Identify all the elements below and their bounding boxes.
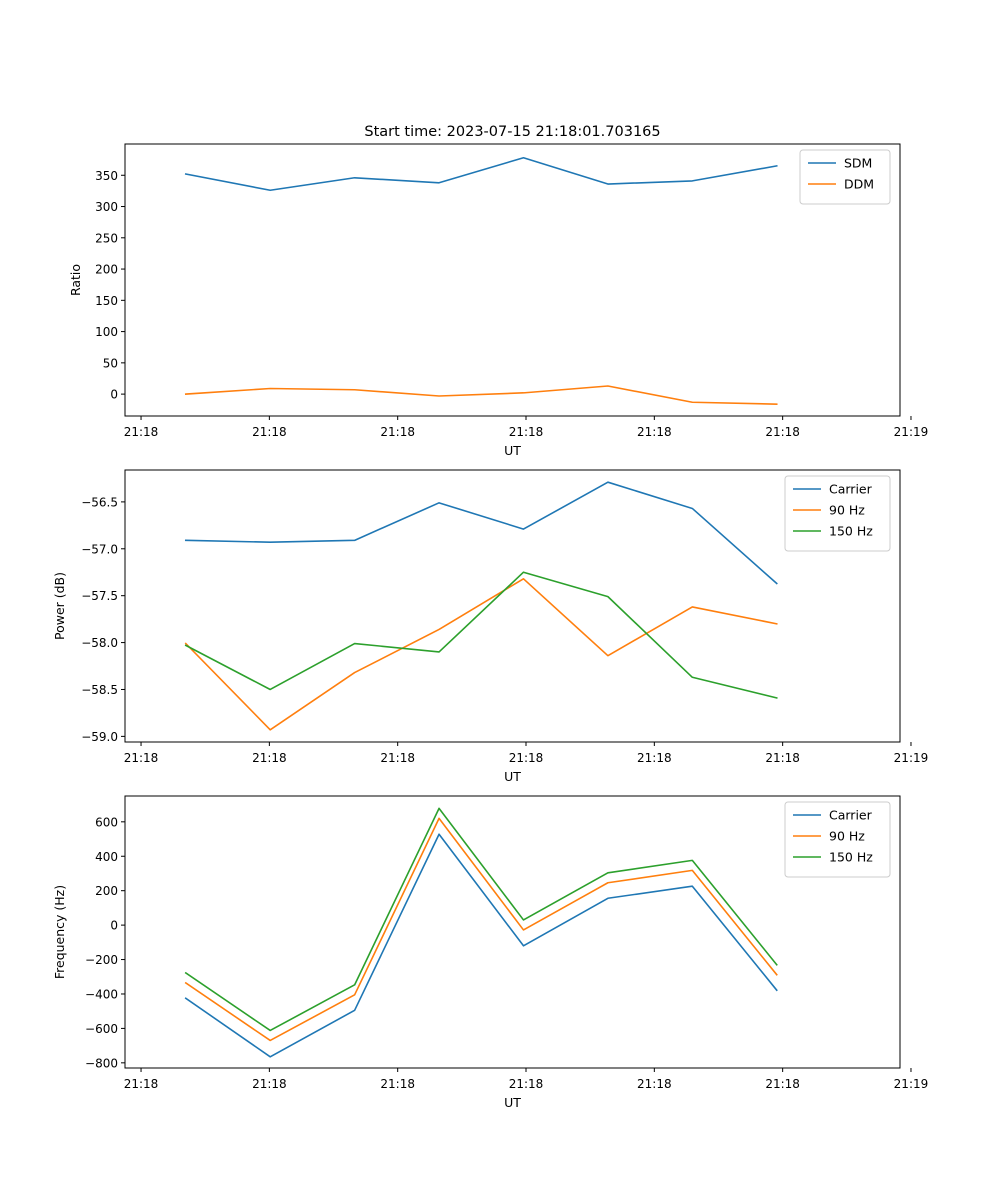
legend: SDM DDM bbox=[799, 149, 891, 205]
x-tick-label: 21:18 bbox=[380, 751, 415, 765]
legend-label: 90 Hz bbox=[829, 503, 865, 518]
y-tick-label: −600 bbox=[85, 1022, 118, 1036]
y-tick-label: −58.5 bbox=[81, 683, 118, 697]
x-tick-label: 21:18 bbox=[509, 425, 544, 439]
legend: Carrier 90 Hz 150 Hz bbox=[784, 475, 891, 552]
series-line-150-hz bbox=[184, 571, 778, 699]
axes-frame bbox=[124, 143, 901, 417]
x-tick-label: 21:18 bbox=[637, 1077, 672, 1091]
y-tick-label: −59.0 bbox=[81, 730, 118, 744]
y-tick-label: 200 bbox=[95, 263, 118, 277]
y-tick-label: 400 bbox=[95, 850, 118, 864]
series-line-90-hz bbox=[184, 817, 778, 1042]
legend-label: DDM bbox=[844, 177, 874, 192]
y-tick-label: −200 bbox=[85, 953, 118, 967]
series-line-150-hz bbox=[184, 807, 778, 1032]
x-tick-label: 21:18 bbox=[765, 425, 800, 439]
y-tick-label: 150 bbox=[95, 294, 118, 308]
x-axis-label: UT bbox=[504, 1095, 521, 1110]
legend-label: 150 Hz bbox=[829, 850, 873, 865]
x-tick-label: 21:19 bbox=[894, 751, 929, 765]
x-tick-label: 21:18 bbox=[124, 751, 159, 765]
legend-box bbox=[784, 475, 891, 552]
x-tick-label: 21:18 bbox=[252, 751, 287, 765]
panel-1: 21:18 21:18 21:18 21:18 21:18 21:18 21:19 0 50 10… bbox=[68, 143, 929, 458]
panels: 21:18 21:18 21:18 21:18 21:18 21:18 21:19 0 50 10… bbox=[52, 143, 929, 1110]
x-tick-label: 21:18 bbox=[124, 1077, 159, 1091]
x-tick-label: 21:18 bbox=[637, 751, 672, 765]
legend-label: Carrier bbox=[829, 808, 873, 823]
y-tick-label: 0 bbox=[110, 388, 118, 402]
series-line-carrier bbox=[184, 481, 778, 585]
panel-3: 21:18 21:18 21:18 21:18 21:18 21:18 21:19 −800 −… bbox=[52, 795, 929, 1110]
axes-frame bbox=[124, 469, 901, 743]
legend: Carrier 90 Hz 150 Hz bbox=[784, 801, 891, 878]
y-tick-label: 100 bbox=[95, 325, 118, 339]
legend-label: 90 Hz bbox=[829, 829, 865, 844]
y-tick-label: 200 bbox=[95, 884, 118, 898]
legend-box bbox=[784, 801, 891, 878]
x-tick-label: 21:18 bbox=[124, 425, 159, 439]
y-tick-label: 350 bbox=[95, 169, 118, 183]
y-tick-label: −56.5 bbox=[81, 495, 118, 509]
y-tick-label: 0 bbox=[110, 919, 118, 933]
x-tick-label: 21:18 bbox=[380, 1077, 415, 1091]
y-tick-label: 600 bbox=[95, 815, 118, 829]
x-tick-label: 21:18 bbox=[765, 1077, 800, 1091]
y-tick-label: 300 bbox=[95, 200, 118, 214]
y-tick-label: 250 bbox=[95, 231, 118, 245]
y-tick-label: −58.0 bbox=[81, 636, 118, 650]
y-axis-label: Frequency (Hz) bbox=[52, 885, 67, 979]
x-tick-label: 21:18 bbox=[509, 751, 544, 765]
y-tick-label: −57.0 bbox=[81, 542, 118, 556]
legend-label: 150 Hz bbox=[829, 524, 873, 539]
panel-2: 21:18 21:18 21:18 21:18 21:18 21:18 21:19 −59.0… bbox=[52, 469, 929, 784]
x-tick-label: 21:18 bbox=[637, 425, 672, 439]
x-tick-label: 21:19 bbox=[894, 1077, 929, 1091]
y-tick-label: 50 bbox=[103, 356, 118, 370]
series-line-90-hz bbox=[184, 577, 778, 731]
x-tick-label: 21:18 bbox=[765, 751, 800, 765]
y-tick-label: −800 bbox=[85, 1056, 118, 1070]
x-axis-label: UT bbox=[504, 769, 521, 784]
y-axis-label: Ratio bbox=[68, 264, 83, 296]
x-tick-label: 21:19 bbox=[894, 425, 929, 439]
y-tick-label: −400 bbox=[85, 987, 118, 1001]
x-tick-label: 21:18 bbox=[252, 1077, 287, 1091]
x-tick-label: 21:18 bbox=[252, 425, 287, 439]
series-line-ddm bbox=[184, 385, 778, 405]
x-tick-label: 21:18 bbox=[509, 1077, 544, 1091]
x-axis-label: UT bbox=[504, 443, 521, 458]
axes-frame bbox=[124, 795, 901, 1069]
y-tick-label: −57.5 bbox=[81, 589, 118, 603]
legend-label: SDM bbox=[844, 156, 872, 171]
series-line-carrier bbox=[184, 833, 778, 1058]
figure-title: Start time: 2023-07-15 21:18:01.703165 bbox=[364, 124, 660, 140]
legend-label: Carrier bbox=[829, 482, 873, 497]
x-tick-label: 21:18 bbox=[380, 425, 415, 439]
series-line-sdm bbox=[184, 156, 778, 192]
y-axis-label: Power (dB) bbox=[52, 572, 67, 640]
